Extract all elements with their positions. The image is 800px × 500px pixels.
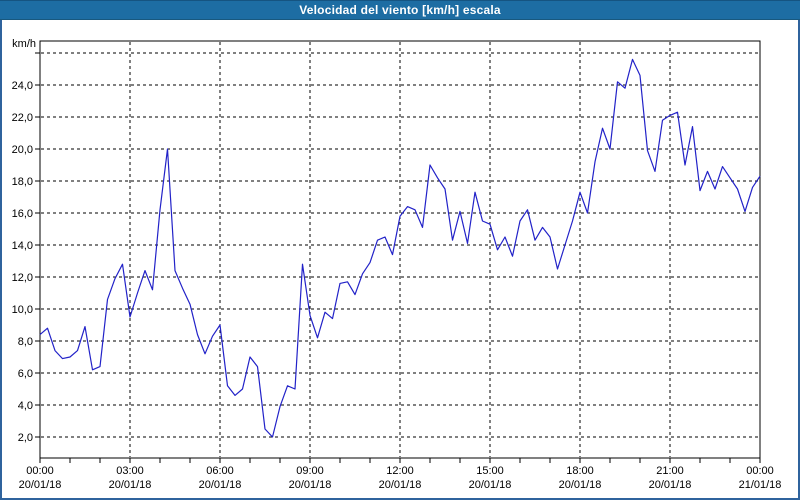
y-axis-tick-label: 20,0 bbox=[12, 144, 33, 156]
y-axis-tick-label: 2,0 bbox=[18, 432, 33, 444]
y-axis-tick-label: 22,0 bbox=[12, 112, 33, 124]
y-axis-tick-label: 4,0 bbox=[18, 400, 33, 412]
x-axis-time-label: 00:00 bbox=[746, 465, 774, 477]
x-axis-time-label: 12:00 bbox=[386, 465, 414, 477]
x-axis-date-label: 20/01/18 bbox=[19, 479, 62, 491]
x-axis-date-label: 20/01/18 bbox=[649, 479, 692, 491]
chart-title-bar: Velocidad del viento [km/h] escala bbox=[0, 0, 800, 20]
x-axis-time-label: 06:00 bbox=[206, 465, 234, 477]
x-axis-time-label: 03:00 bbox=[116, 465, 144, 477]
y-axis-tick-label: 12,0 bbox=[12, 272, 33, 284]
y-axis-tick-label: 6,0 bbox=[18, 368, 33, 380]
x-axis-date-label: 20/01/18 bbox=[469, 479, 512, 491]
x-axis-date-label: 20/01/18 bbox=[289, 479, 332, 491]
x-axis-date-label: 21/01/18 bbox=[739, 479, 782, 491]
x-axis-time-label: 00:00 bbox=[26, 465, 54, 477]
y-axis-tick-label: 8,0 bbox=[18, 336, 33, 348]
y-axis-tick-label: 10,0 bbox=[12, 304, 33, 316]
y-axis-tick-label: 14,0 bbox=[12, 240, 33, 252]
plot-area[interactable] bbox=[40, 41, 760, 458]
x-axis-date-label: 20/01/18 bbox=[379, 479, 422, 491]
x-axis-time-label: 18:00 bbox=[566, 465, 594, 477]
x-axis-date-label: 20/01/18 bbox=[559, 479, 602, 491]
chart-title: Velocidad del viento [km/h] escala bbox=[299, 3, 501, 17]
x-axis-time-label: 21:00 bbox=[656, 465, 684, 477]
y-axis-tick-label: 24,0 bbox=[12, 80, 33, 92]
y-axis-tick-label: 16,0 bbox=[12, 208, 33, 220]
x-axis-time-label: 15:00 bbox=[476, 465, 504, 477]
y-axis-unit-label: km/h bbox=[12, 38, 36, 50]
x-axis-date-label: 20/01/18 bbox=[199, 479, 242, 491]
wind-speed-line bbox=[39, 58, 761, 438]
x-axis-time-label: 09:00 bbox=[296, 465, 324, 477]
y-axis-tick-label: 18,0 bbox=[12, 176, 33, 188]
x-axis-date-label: 20/01/18 bbox=[109, 479, 152, 491]
